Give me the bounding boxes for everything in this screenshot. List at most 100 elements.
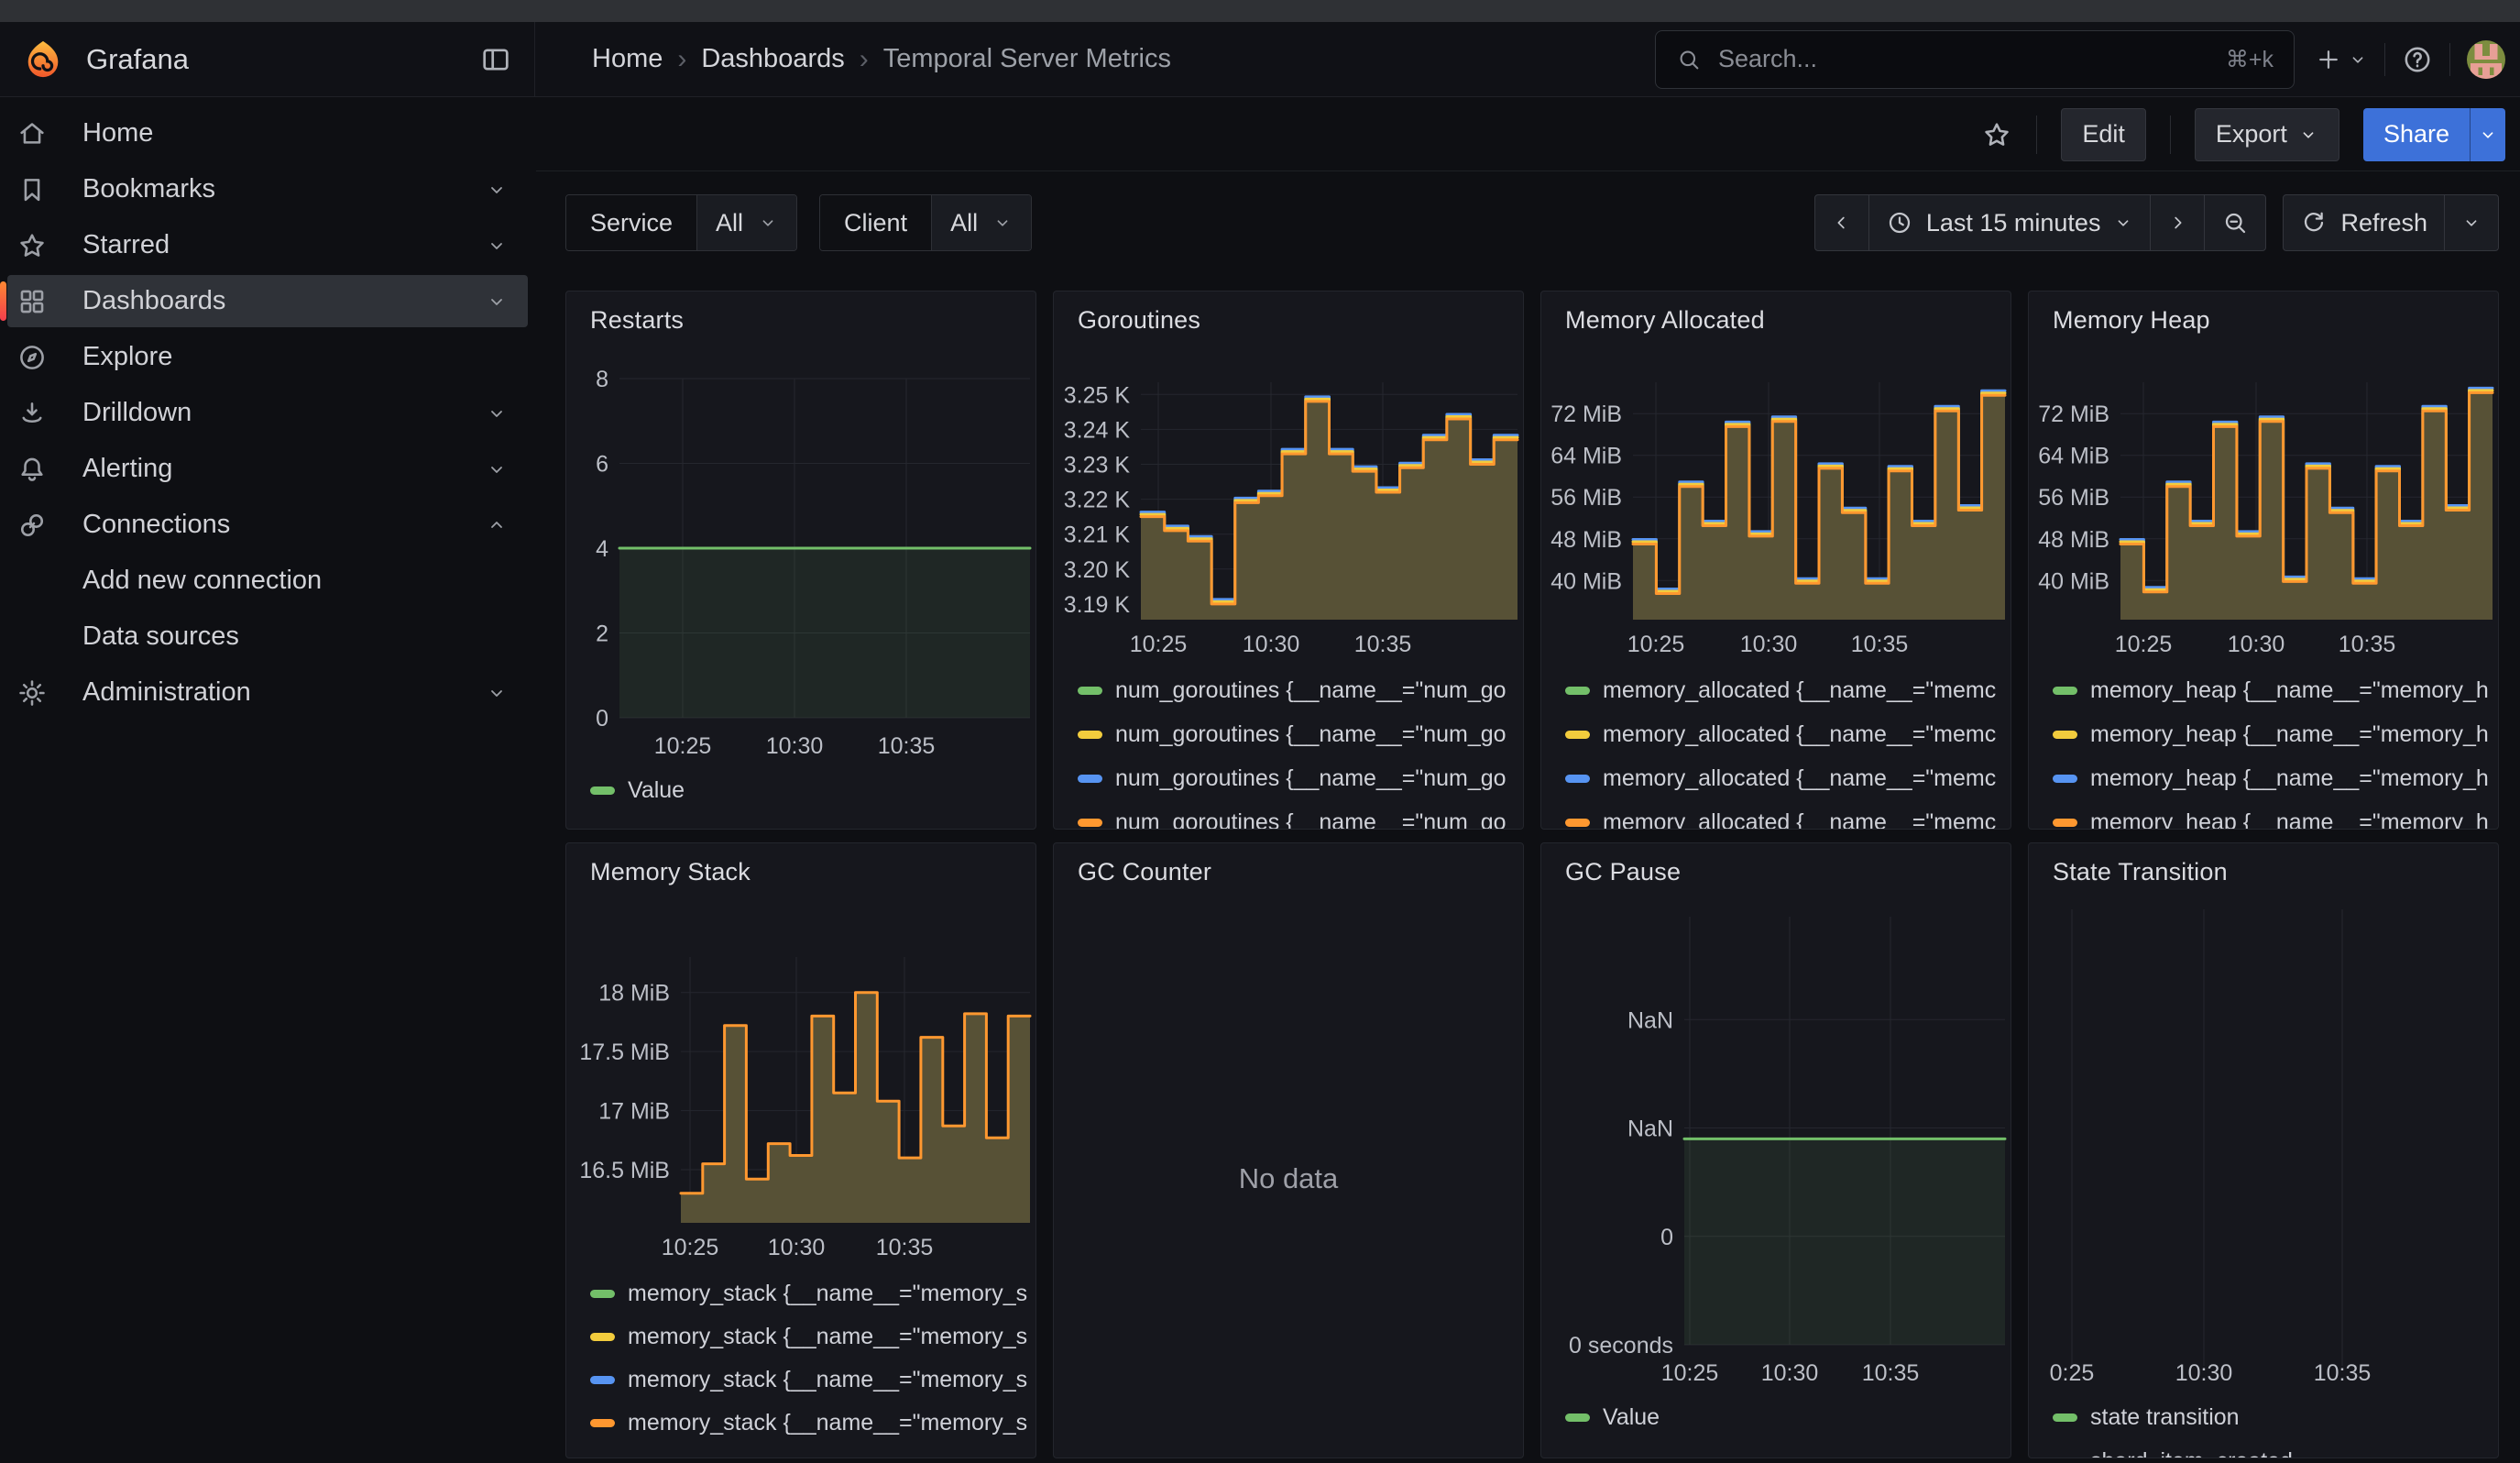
chart-gc-pause[interactable]: 0 seconds0NaNNaN10:2510:3010:35 — [1541, 843, 2011, 1458]
svg-text:3.23 K: 3.23 K — [1064, 453, 1131, 478]
legend-label: shard_item_created — [2090, 1448, 2293, 1459]
sidebar-item-label: Alerting — [82, 454, 172, 484]
svg-text:10:25: 10:25 — [2115, 632, 2173, 657]
chevron-down-icon — [2478, 125, 2498, 145]
sidebar-item-add-new-connection[interactable]: Add new connection — [7, 555, 528, 607]
time-range-picker[interactable]: Last 15 minutes — [1868, 194, 2152, 251]
svg-text:56 MiB: 56 MiB — [2038, 485, 2109, 511]
help-button[interactable] — [2402, 44, 2433, 75]
legend-swatch — [2053, 731, 2077, 739]
svg-text:10:35: 10:35 — [1851, 632, 1909, 657]
favorite-star-button[interactable] — [1981, 119, 2012, 150]
legend-item[interactable]: shard_item_created — [2053, 1443, 2293, 1458]
legend-label: num_goroutines {__name__="num_go — [1115, 677, 1507, 704]
svg-text:3.20 K: 3.20 K — [1064, 557, 1131, 583]
sidebar-toggle-icon[interactable] — [479, 43, 512, 76]
legend-item[interactable]: num_goroutines {__name__="num_go — [1078, 760, 1507, 797]
sidebar-item-bookmarks[interactable]: Bookmarks — [7, 163, 528, 215]
chevron-down-icon — [2461, 213, 2482, 233]
time-shift-back-button[interactable] — [1814, 194, 1869, 251]
svg-text:10:35: 10:35 — [876, 1235, 934, 1260]
chevron-up-icon — [486, 514, 508, 536]
legend-swatch — [590, 1376, 615, 1384]
share-button[interactable]: Share — [2363, 108, 2470, 161]
sidebar-item-home[interactable]: Home — [7, 107, 528, 160]
search-input[interactable] — [1718, 45, 2209, 73]
refresh-button[interactable]: Refresh — [2283, 194, 2445, 251]
sidebar-item-starred[interactable]: Starred — [7, 219, 528, 271]
legend-swatch — [1565, 775, 1590, 783]
refresh-controls: Refresh — [2283, 194, 2499, 251]
svg-text:10:25: 10:25 — [1627, 632, 1685, 657]
sidebar-item-data-sources[interactable]: Data sources — [7, 610, 528, 663]
chart-state-transition[interactable]: 0:2510:3010:35 — [2029, 843, 2499, 1458]
panel-title[interactable]: GC Counter — [1078, 858, 1211, 886]
sidebar-item-label: Bookmarks — [82, 174, 215, 204]
time-range-label: Last 15 minutes — [1926, 209, 2101, 237]
chart-restarts[interactable]: 0246810:2510:3010:35 — [566, 292, 1036, 830]
export-button[interactable]: Export — [2195, 108, 2339, 161]
svg-text:10:35: 10:35 — [2339, 632, 2396, 657]
legend-item[interactable]: memory_stack {__name__="memory_s — [590, 1404, 1027, 1441]
legend-item[interactable]: memory_heap {__name__="memory_h — [2053, 672, 2489, 709]
refresh-icon — [2300, 209, 2328, 236]
legend-swatch — [1078, 687, 1102, 695]
svg-text:2: 2 — [596, 622, 608, 647]
svg-text:0 seconds: 0 seconds — [1569, 1333, 1673, 1358]
legend-item[interactable]: memory_heap {__name__="memory_h — [2053, 804, 2489, 830]
sidebar-item-label: Explore — [82, 342, 172, 372]
panel-restarts: Restarts 0246810:2510:3010:35Value — [565, 291, 1036, 830]
service-variable-value[interactable]: All — [696, 195, 796, 250]
star-icon — [16, 230, 48, 261]
svg-text:72 MiB: 72 MiB — [1550, 402, 1622, 427]
share-dropdown-button[interactable] — [2470, 108, 2505, 161]
sidebar-item-label: Dashboards — [82, 286, 225, 316]
legend-item[interactable]: Value — [1565, 1399, 1660, 1436]
svg-text:10:30: 10:30 — [768, 1235, 826, 1260]
svg-text:18 MiB: 18 MiB — [598, 981, 670, 1006]
legend-item[interactable]: memory_allocated {__name__="memc — [1565, 804, 1996, 830]
dashboard-controls: Service All Client All Last 15 minutes R… — [565, 194, 2499, 251]
legend-item[interactable]: memory_heap {__name__="memory_h — [2053, 760, 2489, 797]
legend-item[interactable]: num_goroutines {__name__="num_go — [1078, 804, 1507, 830]
legend-item[interactable]: Value — [590, 772, 685, 808]
svg-text:10:35: 10:35 — [878, 733, 936, 759]
search-box[interactable]: ⌘+k — [1655, 30, 2295, 89]
sidebar-item-label: Connections — [82, 510, 230, 540]
add-button[interactable] — [2315, 46, 2368, 73]
grafana-logo-icon[interactable] — [22, 38, 64, 81]
time-shift-forward-button[interactable] — [2150, 194, 2205, 251]
drilldown-icon — [16, 398, 48, 429]
svg-text:8: 8 — [596, 367, 608, 392]
legend-item[interactable]: num_goroutines {__name__="num_go — [1078, 672, 1507, 709]
sidebar-item-dashboards[interactable]: Dashboards — [7, 275, 528, 327]
legend-swatch — [1565, 687, 1590, 695]
legend-item[interactable]: memory_stack {__name__="memory_s — [590, 1275, 1027, 1312]
client-variable-value[interactable]: All — [931, 195, 1031, 250]
legend-item[interactable]: memory_stack {__name__="memory_s — [590, 1361, 1027, 1398]
legend-item[interactable]: state transition — [2053, 1399, 2240, 1436]
product-name: Grafana — [86, 43, 189, 76]
divider — [2170, 116, 2171, 154]
refresh-interval-button[interactable] — [2444, 194, 2499, 251]
sidebar-item-alerting[interactable]: Alerting — [7, 443, 528, 495]
sidebar-item-connections[interactable]: Connections — [7, 499, 528, 551]
sidebar-item-explore[interactable]: Explore — [7, 331, 528, 383]
breadcrumb-dashboards[interactable]: Dashboards — [701, 44, 844, 74]
time-zoom-out-button[interactable] — [2204, 194, 2266, 251]
breadcrumb-home[interactable]: Home — [592, 44, 663, 74]
legend-swatch — [590, 1290, 615, 1298]
legend-item[interactable]: memory_heap {__name__="memory_h — [2053, 716, 2489, 753]
legend-item[interactable]: memory_allocated {__name__="memc — [1565, 716, 1996, 753]
sidebar-item-drilldown[interactable]: Drilldown — [7, 387, 528, 439]
legend-item[interactable]: memory_allocated {__name__="memc — [1565, 672, 1996, 709]
user-avatar[interactable] — [2467, 40, 2505, 79]
svg-text:6: 6 — [596, 452, 608, 478]
legend-item[interactable]: num_goroutines {__name__="num_go — [1078, 716, 1507, 753]
legend-label: num_goroutines {__name__="num_go — [1115, 721, 1507, 748]
edit-button[interactable]: Edit — [2061, 108, 2146, 161]
app-header: Grafana Home › Dashboards › Temporal Ser… — [0, 22, 2520, 97]
legend-item[interactable]: memory_allocated {__name__="memc — [1565, 760, 1996, 797]
sidebar-item-administration[interactable]: Administration — [7, 666, 528, 719]
legend-item[interactable]: memory_stack {__name__="memory_s — [590, 1318, 1027, 1355]
